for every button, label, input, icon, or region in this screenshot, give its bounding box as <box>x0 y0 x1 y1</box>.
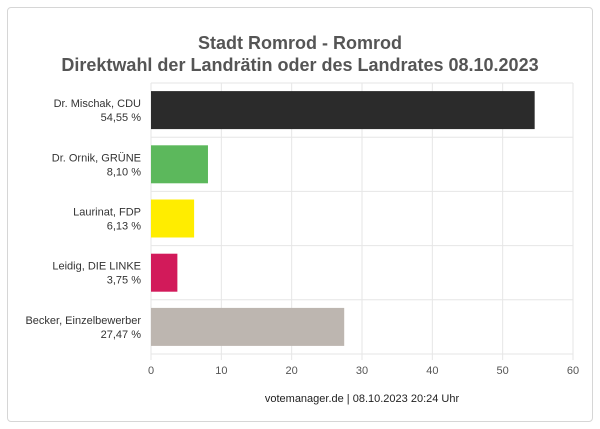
bar[interactable] <box>151 145 208 184</box>
x-tick-label: 60 <box>567 365 579 377</box>
footer-source: votemanager.de | 08.10.2023 20:24 Uhr <box>265 393 460 405</box>
category-label: Leidig, DIE LINKE <box>52 261 141 273</box>
x-tick-label: 0 <box>148 365 154 377</box>
value-label: 27,47 % <box>101 329 142 341</box>
bar[interactable] <box>151 91 535 130</box>
value-label: 6,13 % <box>107 221 141 233</box>
bar[interactable] <box>151 253 178 292</box>
value-label: 3,75 % <box>107 275 141 287</box>
value-label: 8,10 % <box>107 166 141 178</box>
chart-card <box>7 7 593 422</box>
category-labels: Dr. Mischak, CDU 54,55 % Dr. Ornik, GRÜNE 8… <box>25 98 141 341</box>
x-tick-label: 40 <box>426 365 438 377</box>
category-label: Dr. Ornik, GRÜNE <box>52 152 141 164</box>
chart-subtitle: Direktwahl der Landrätin oder des Landra… <box>61 55 538 75</box>
x-tick-label: 20 <box>286 365 298 377</box>
x-tick-label: 10 <box>215 365 227 377</box>
category-label: Becker, Einzelbewerber <box>25 315 141 327</box>
bars <box>151 91 535 346</box>
x-tick-label: 50 <box>497 365 509 377</box>
category-label: Dr. Mischak, CDU <box>54 98 141 110</box>
x-axis-ticks: 0 10 20 30 40 50 60 <box>148 365 579 377</box>
bar[interactable] <box>151 199 195 238</box>
x-tick-label: 30 <box>356 365 368 377</box>
value-label: 54,55 % <box>101 112 142 124</box>
bar[interactable] <box>151 307 345 346</box>
chart-title: Stadt Romrod - Romrod <box>198 33 402 53</box>
category-label: Laurinat, FDP <box>73 207 141 219</box>
